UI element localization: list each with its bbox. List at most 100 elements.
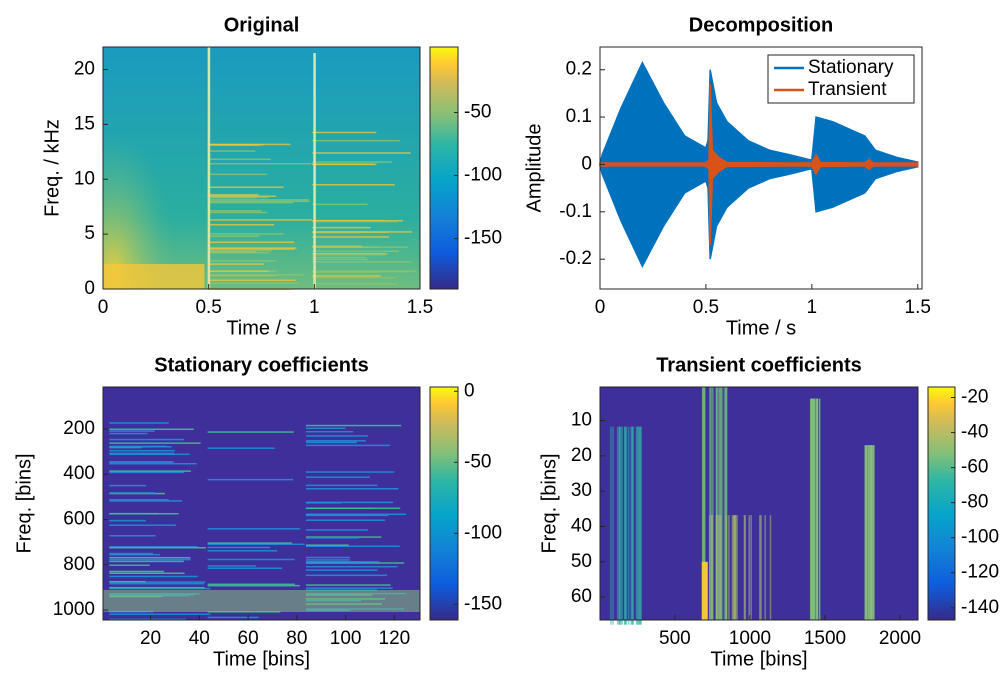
harmonic [305, 502, 342, 504]
harmonic [305, 440, 366, 442]
colorbar-tick-label: -100 [464, 165, 502, 186]
transient-streak [719, 515, 722, 620]
transient-streak [811, 398, 813, 620]
harmonic [305, 529, 368, 531]
harmonic [109, 512, 179, 515]
harmonic [109, 575, 198, 578]
x-tick-label: 1 [807, 297, 818, 318]
harmonic [312, 246, 408, 248]
y-tick-label: 60 [571, 586, 592, 607]
harmonic [305, 537, 359, 539]
transient-streak [715, 387, 718, 620]
harmonic [305, 507, 401, 509]
onset [207, 47, 211, 289]
y-tick-label: 15 [74, 113, 95, 134]
transient-streak [810, 398, 812, 620]
harmonic [109, 428, 194, 431]
transient-streak [610, 426, 612, 625]
harmonic [109, 547, 206, 549]
colorbar-tick-label: 0 [464, 380, 475, 401]
transient-streak [618, 426, 621, 625]
transient-streak [718, 387, 721, 620]
harmonic [109, 519, 146, 522]
harmonic [207, 233, 284, 235]
transient-streak [764, 515, 766, 620]
harmonic [207, 567, 283, 569]
harmonic [207, 235, 260, 237]
harmonic [109, 570, 165, 573]
colorbar-tick-label: -50 [464, 102, 491, 123]
y-tick-label: 20 [571, 445, 592, 466]
colorbar [429, 46, 459, 290]
harmonic [207, 558, 295, 561]
harmonic [312, 161, 393, 163]
transient-streak [708, 515, 711, 620]
harmonic [109, 580, 146, 583]
harmonic [312, 276, 397, 279]
y-tick-label: 0.1 [566, 106, 592, 127]
harmonic [207, 431, 294, 433]
harmonic [109, 432, 148, 435]
harmonic [305, 441, 357, 444]
harmonic [109, 471, 185, 474]
harmonic [312, 245, 362, 248]
colorbar [429, 386, 459, 621]
low-band [103, 264, 205, 289]
x-tick-label: 500 [659, 628, 691, 649]
harmonic [207, 478, 294, 481]
harmonic [305, 444, 390, 447]
harmonic [312, 131, 377, 134]
transient-streak [639, 426, 642, 625]
transient-streak [870, 445, 872, 620]
harmonic [207, 173, 268, 176]
harmonic [305, 587, 393, 589]
harmonic [305, 424, 402, 427]
harmonic [312, 275, 382, 277]
y-tick-label: 10 [74, 168, 95, 189]
harmonic [207, 158, 271, 161]
harmonic [207, 241, 295, 244]
transient-streak [731, 515, 734, 620]
transient-streak [627, 426, 630, 625]
colorbar-tick-label: -120 [961, 562, 999, 583]
colorbar [927, 386, 956, 621]
harmonic [305, 584, 391, 586]
harmonic [109, 572, 185, 575]
harmonic [207, 199, 309, 201]
harmonic [109, 564, 150, 566]
low-band [103, 590, 420, 612]
legend-box [767, 54, 915, 104]
y-tick-label: 0 [84, 278, 95, 299]
harmonic [305, 484, 378, 487]
transient-streak [635, 426, 638, 625]
harmonic [109, 492, 155, 494]
harmonic [305, 471, 395, 473]
transient-streak [716, 515, 719, 620]
y-tick-label: 800 [63, 554, 95, 575]
y-axis-label: Freq. / kHz [41, 119, 63, 217]
harmonic [109, 452, 175, 455]
harmonic [109, 556, 191, 559]
harmonic [305, 476, 371, 478]
harmonic [312, 231, 413, 233]
harmonic [207, 263, 264, 265]
harmonic [207, 528, 301, 530]
harmonic [207, 150, 256, 152]
transient-streak [717, 387, 719, 620]
harmonic [312, 236, 390, 238]
chart-title: Decomposition [689, 14, 833, 36]
x-axis-label: Time / s [226, 317, 296, 339]
harmonic [305, 565, 398, 568]
harmonic [312, 253, 388, 255]
harmonic [207, 201, 293, 204]
transient-streak [815, 398, 817, 620]
harmonic [305, 562, 405, 564]
colorbar-tick-label: -60 [961, 457, 988, 478]
harmonic [109, 524, 176, 526]
y-axis-label: Freq. [bins] [13, 453, 35, 553]
harmonic [109, 484, 147, 487]
harmonic [305, 545, 400, 548]
harmonic [109, 535, 156, 537]
transient-streak [723, 387, 726, 620]
